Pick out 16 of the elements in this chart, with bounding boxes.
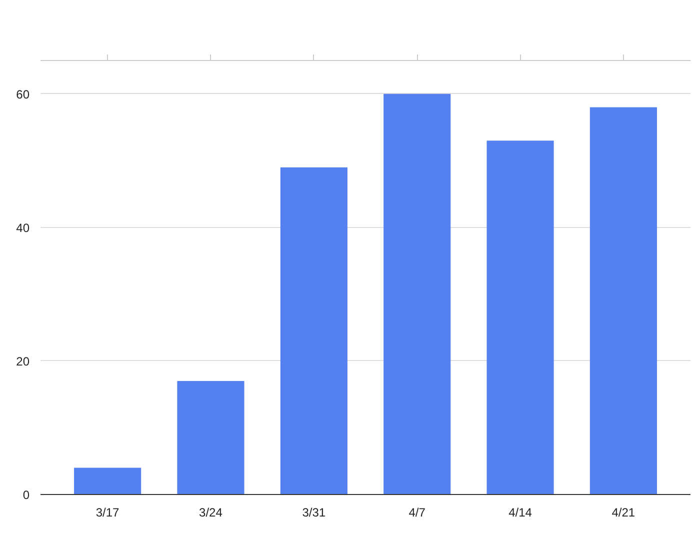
x-tick-label: 3/24 — [199, 506, 223, 520]
bar — [486, 140, 554, 494]
bar — [590, 107, 657, 494]
x-tick-label: 4/14 — [508, 506, 532, 520]
bar — [177, 380, 244, 494]
bar — [384, 94, 451, 494]
y-tick-label: 40 — [16, 220, 30, 235]
y-tick-label: 0 — [22, 488, 30, 502]
x-tick-label: 3/17 — [96, 506, 120, 520]
y-tick-label: 20 — [16, 354, 30, 368]
x-tick-label: 4/7 — [408, 506, 426, 520]
bar — [280, 167, 348, 494]
y-tick-label: 60 — [16, 87, 30, 102]
x-tick-label: 3/31 — [302, 506, 326, 520]
bar — [74, 468, 142, 494]
x-tick-label: 4/21 — [612, 506, 636, 520]
